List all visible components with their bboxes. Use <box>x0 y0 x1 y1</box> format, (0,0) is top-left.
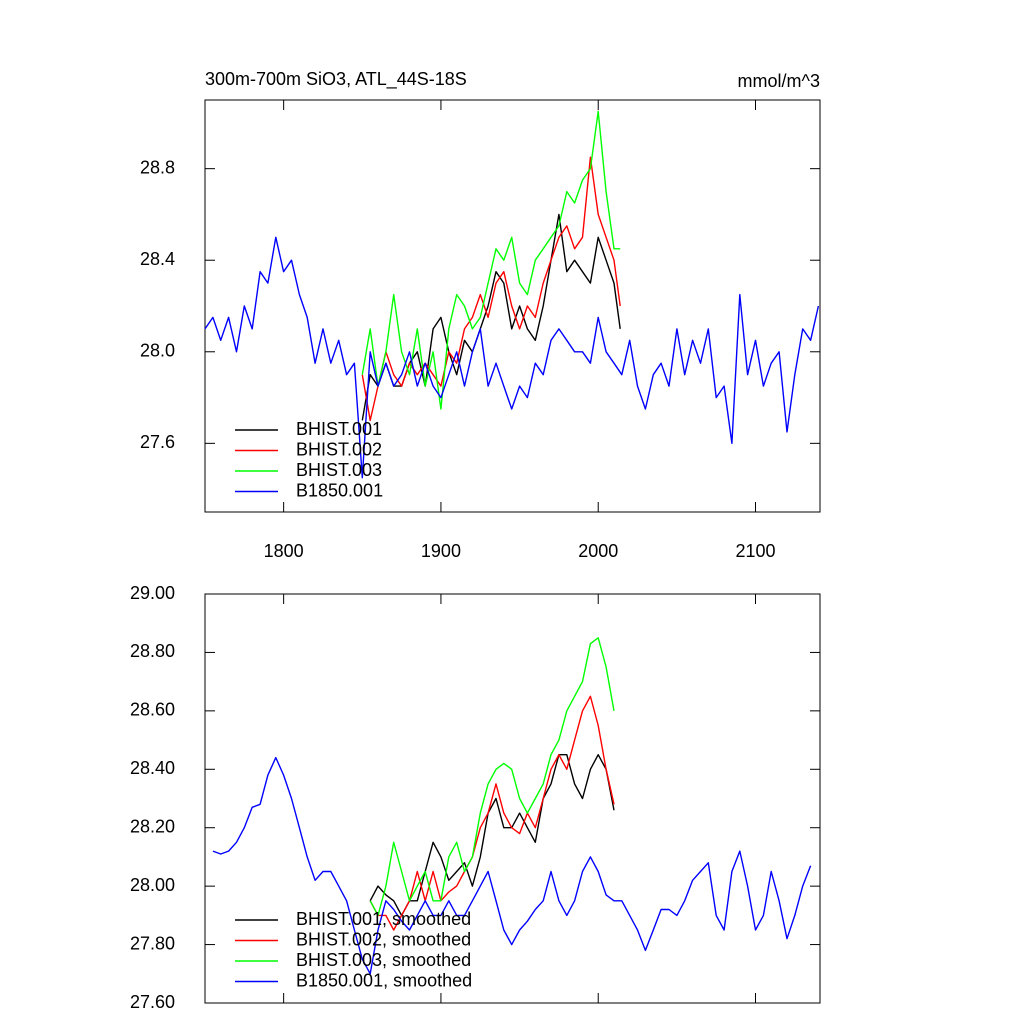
legend-label: BHIST.002 <box>296 439 382 459</box>
x-tick-label: 2000 <box>578 541 618 561</box>
series-line <box>361 156 621 422</box>
series-line <box>361 110 621 410</box>
series-line <box>369 754 615 917</box>
y-tick-label: 28.60 <box>130 700 175 720</box>
y-tick-label: 28.4 <box>140 249 175 269</box>
legend-label: B1850.001 <box>296 480 383 500</box>
x-tick-label: 1800 <box>264 541 304 561</box>
y-tick-label: 28.0 <box>140 341 175 361</box>
series-line <box>369 637 615 917</box>
y-tick-label: 28.80 <box>130 641 175 661</box>
x-tick-label: 1900 <box>421 541 461 561</box>
y-tick-label: 27.6 <box>140 432 175 452</box>
series-line <box>204 236 820 479</box>
legend-label: B1850.001, smoothed <box>296 970 472 990</box>
chart-title: 300m-700m SiO3, ATL_44S-18S <box>205 69 467 90</box>
series-line <box>369 695 615 931</box>
legend-label: BHIST.001, smoothed <box>296 909 471 929</box>
y-tick-label: 28.00 <box>130 875 175 895</box>
y-tick-label: 28.8 <box>140 157 175 177</box>
plot-frame <box>204 593 821 1004</box>
plot-frame <box>204 99 821 513</box>
legend-label: BHIST.002, smoothed <box>296 929 471 949</box>
x-tick-label: 2100 <box>735 541 775 561</box>
y-tick-label: 27.80 <box>130 933 175 953</box>
series-line <box>212 756 812 975</box>
legend-label: BHIST.003 <box>296 460 382 480</box>
series-line <box>361 213 621 421</box>
legend-label: BHIST.003, smoothed <box>296 950 471 970</box>
y-tick-label: 27.60 <box>130 992 175 1012</box>
legend-label: BHIST.001 <box>296 419 382 439</box>
y-tick-label: 29.00 <box>130 583 175 603</box>
unit-label: mmol/m^3 <box>738 71 820 91</box>
y-tick-label: 28.20 <box>130 816 175 836</box>
y-tick-label: 28.40 <box>130 758 175 778</box>
